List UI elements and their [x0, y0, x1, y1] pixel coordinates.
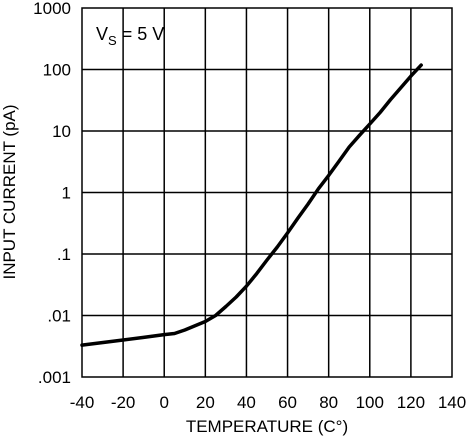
annotation-subscript: S	[108, 33, 117, 48]
y-axis-title: INPUT CURRENT (pA)	[0, 104, 19, 279]
y-tick-labels: 1000 100 10 1 .1 .01 .001	[33, 0, 71, 387]
y-tick-label: 10	[52, 122, 71, 141]
chart-grid	[82, 8, 452, 377]
x-tick-label: 40	[237, 393, 256, 412]
x-tick-label: 80	[319, 393, 338, 412]
y-tick-label: .1	[57, 245, 71, 264]
x-tick-label: 60	[278, 393, 297, 412]
y-tick-label: .01	[47, 307, 71, 326]
y-tick-label: 100	[43, 61, 71, 80]
x-tick-label: 120	[397, 393, 425, 412]
y-tick-label: .001	[38, 368, 71, 387]
plot-frame	[81, 7, 453, 378]
x-tick-label: 140	[438, 393, 466, 412]
x-tick-label: -20	[111, 393, 136, 412]
series-line	[80, 63, 423, 347]
x-tick-label: -40	[70, 393, 95, 412]
x-tick-label: 20	[196, 393, 215, 412]
x-tick-label: 0	[159, 393, 168, 412]
y-tick-label: 1	[62, 184, 71, 203]
annotation-rest: = 5 V	[117, 24, 165, 44]
annotation-base: V	[96, 24, 108, 44]
x-tick-labels: -40 -20 0 20 40 60 80 100 120 140	[70, 393, 466, 412]
x-tick-label: 100	[356, 393, 384, 412]
x-axis-title: TEMPERATURE (C°)	[186, 417, 348, 436]
y-tick-label: 1000	[33, 0, 71, 18]
supply-voltage-annotation: VS = 5 V	[96, 24, 164, 48]
